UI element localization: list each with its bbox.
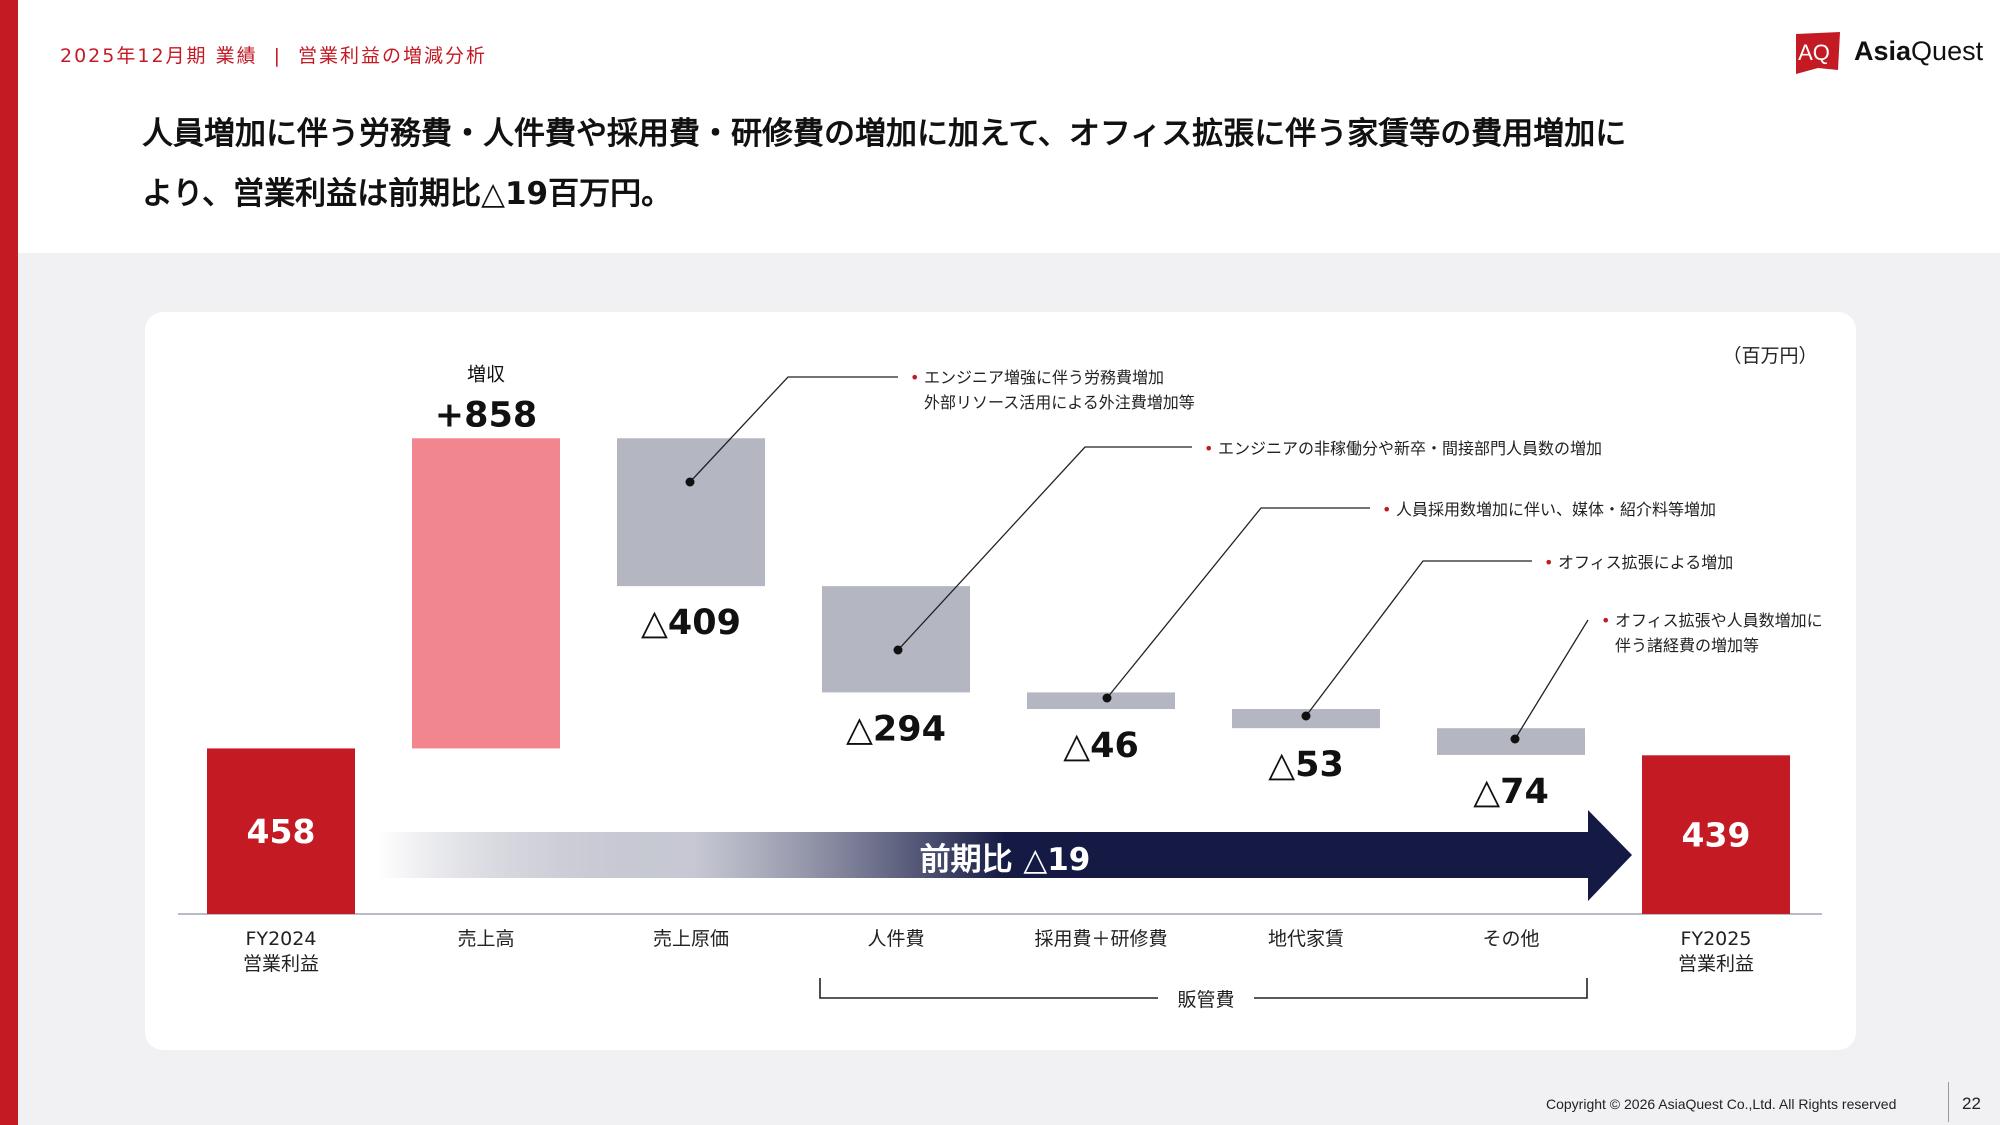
waterfall-bar-2 <box>617 438 765 587</box>
callout-dot-0 <box>685 477 695 487</box>
breadcrumb-topic: 営業利益の増減分析 <box>297 45 487 67</box>
callout-dot-1 <box>893 645 903 655</box>
callout-dot-3 <box>1301 711 1311 721</box>
callout-text-0-0: エンジニア増強に伴う労務費増加 <box>924 368 1164 387</box>
callout-line-0 <box>689 376 898 483</box>
callout-bullet-3: • <box>1544 553 1553 572</box>
callout-line-2 <box>1106 507 1370 699</box>
breadcrumb-period: 2025年12月期 業績 <box>60 45 258 67</box>
callout-text-0-1: 外部リソース活用による外注費増加等 <box>924 393 1195 412</box>
category-label-3: 人件費 <box>867 928 924 950</box>
headline-line-1: 人員増加に伴う労務費・人件費や採用費・研修費の増加に加えて、オフィス拡張に伴う家… <box>142 116 1627 152</box>
value-label-3: △294 <box>846 709 946 749</box>
callout-dot-4 <box>1510 734 1520 744</box>
callout-bullet-4: • <box>1601 611 1610 630</box>
copyright-text: Copyright © 2026 AsiaQuest Co.,Ltd. All … <box>1546 1096 1897 1112</box>
sga-bracket-label: 販管費 <box>1177 989 1234 1011</box>
callout-bullet-2: • <box>1382 500 1391 519</box>
footer-divider <box>1948 1082 1949 1122</box>
logo-flag-icon: AQ <box>1796 32 1840 74</box>
callout-text-2-0: 人員採用数増加に伴い、媒体・紹介料等増加 <box>1396 500 1716 519</box>
svg-text:AQ: AQ <box>1798 40 1830 65</box>
left-accent-bar <box>0 0 18 1125</box>
callout-line-1 <box>897 446 1192 651</box>
headline-line-2: より、営業利益は前期比△19百万円。 <box>142 176 673 212</box>
breadcrumb: 2025年12月期 業績 | 営業利益の増減分析 <box>60 41 487 68</box>
page-headline: 人員増加に伴う労務費・人件費や採用費・研修費の増加に加えて、オフィス拡張に伴う家… <box>142 104 1742 224</box>
waterfall-bar-6 <box>1437 728 1585 755</box>
callout-line-3 <box>1305 560 1532 717</box>
yoy-arrow <box>378 810 1632 901</box>
category-label-5: 地代家賃 <box>1268 928 1344 950</box>
value-label-6: △74 <box>1473 772 1549 812</box>
callout-bullet-0: • <box>910 368 919 387</box>
unit-label: （百万円） <box>1722 345 1817 367</box>
waterfall-bar-4 <box>1027 692 1175 710</box>
callout-text-1-0: エンジニアの非稼働分や新卒・間接部門人員数の増加 <box>1218 439 1602 458</box>
category-label-0: FY2024 <box>246 928 317 950</box>
value-label-1: +858 <box>435 395 537 435</box>
yoy-arrow-label: 前期比 △19 <box>920 842 1091 878</box>
category-sublabel-7: 営業利益 <box>1678 953 1754 975</box>
breadcrumb-separator: | <box>273 45 282 67</box>
page-number: 22 <box>1962 1094 1981 1113</box>
waterfall-bar-3 <box>822 586 970 693</box>
category-sublabel-0: 営業利益 <box>243 953 319 975</box>
category-label-1: 売上高 <box>457 928 514 950</box>
sga-bracket <box>819 978 1588 999</box>
callout-text-3-0: オフィス拡張による増加 <box>1558 553 1733 572</box>
category-label-2: 売上原価 <box>653 928 729 950</box>
callout-dot-2 <box>1102 693 1112 703</box>
value-label-7: 439 <box>1682 816 1751 855</box>
value-label-0: 458 <box>247 812 316 851</box>
callout-bullet-1: • <box>1204 439 1213 458</box>
waterfall-bar-0 <box>207 748 355 914</box>
header <box>18 0 2000 253</box>
waterfall-bar-1 <box>412 438 560 749</box>
increase-caption: 増収 <box>467 363 505 385</box>
category-label-6: その他 <box>1482 928 1539 950</box>
value-label-5: △53 <box>1268 745 1344 785</box>
logo-wordmark: AsiaQuest <box>1854 36 1984 66</box>
category-label-4: 採用費＋研修費 <box>1034 928 1167 950</box>
callout-text-4-1: 伴う諸経費の増加等 <box>1615 636 1759 655</box>
category-label-7: FY2025 <box>1681 928 1752 950</box>
waterfall-bar-7 <box>1642 755 1790 914</box>
value-label-2: △409 <box>641 603 741 643</box>
value-label-4: △46 <box>1063 726 1139 766</box>
callout-line-4 <box>1514 619 1589 740</box>
asiaquest-logo: AQ AsiaQuest <box>1792 30 1984 78</box>
callout-text-4-0: オフィス拡張や人員数増加に <box>1615 611 1823 630</box>
